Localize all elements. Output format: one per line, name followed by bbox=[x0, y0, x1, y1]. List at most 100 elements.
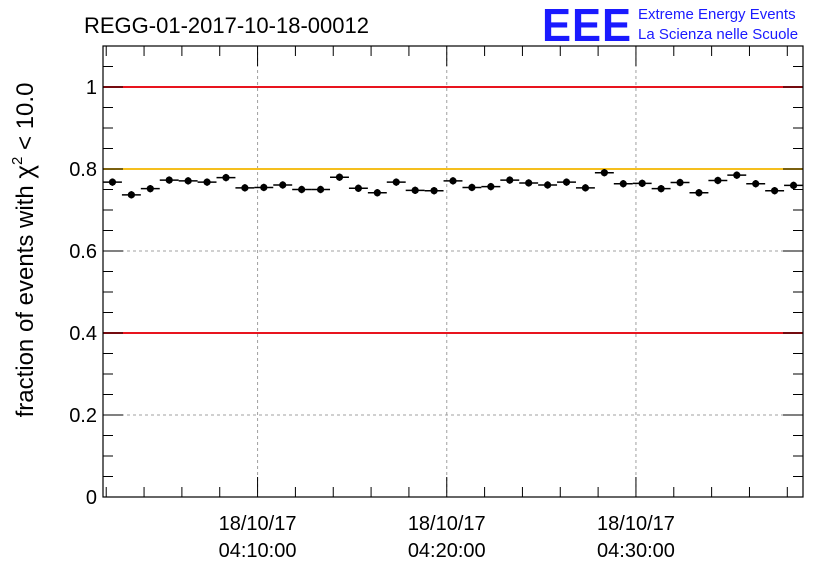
logo-line-1: Extreme Energy Events bbox=[638, 6, 796, 23]
x-tick-label-date: 18/10/17 bbox=[219, 513, 297, 535]
marker bbox=[146, 185, 154, 193]
x-tick-label-time: 04:20:00 bbox=[408, 540, 486, 562]
logo-line-2: La Scienza nelle Scuole bbox=[638, 26, 798, 43]
data-point bbox=[254, 183, 274, 192]
y-tick-label: 0.6 bbox=[69, 241, 97, 263]
marker bbox=[733, 171, 741, 179]
data-point bbox=[784, 181, 803, 190]
data-point bbox=[538, 181, 558, 189]
marker bbox=[127, 191, 135, 199]
data-point bbox=[273, 181, 293, 189]
y-tick-label: 0.8 bbox=[69, 159, 97, 181]
logo-mark: EEE bbox=[542, 0, 632, 51]
data-point bbox=[727, 171, 747, 179]
data-point bbox=[367, 189, 387, 197]
marker bbox=[525, 179, 533, 187]
marker bbox=[373, 189, 381, 197]
marker bbox=[165, 176, 173, 184]
y-tick-label: 0.4 bbox=[69, 323, 97, 345]
data-point bbox=[519, 179, 539, 187]
y-axis-label-sup: 2 bbox=[9, 157, 26, 165]
marker bbox=[657, 185, 665, 193]
data-point bbox=[594, 169, 614, 177]
y-axis-label-prefix: fraction of events with bbox=[12, 179, 39, 418]
marker bbox=[676, 178, 684, 187]
marker bbox=[335, 173, 344, 181]
data-point bbox=[292, 185, 312, 194]
data-point bbox=[575, 184, 595, 192]
marker bbox=[354, 184, 363, 192]
marker bbox=[449, 177, 457, 185]
marker bbox=[279, 181, 287, 189]
marker bbox=[316, 185, 325, 194]
marker bbox=[260, 183, 268, 192]
marker bbox=[543, 181, 552, 189]
data-point bbox=[746, 180, 766, 188]
marker bbox=[695, 189, 703, 197]
data-point bbox=[557, 178, 576, 186]
data-point bbox=[348, 184, 368, 192]
x-tick-label-date: 18/10/17 bbox=[408, 513, 486, 535]
chart-title: REGG-01-2017-10-18-00012 bbox=[84, 13, 369, 38]
marker bbox=[619, 180, 627, 188]
eee-logo: EEE Extreme Energy Events La Scienza nel… bbox=[542, 0, 798, 51]
x-tick-label-date: 18/10/17 bbox=[597, 513, 675, 535]
data-point bbox=[443, 177, 463, 185]
marker bbox=[714, 176, 722, 185]
marker bbox=[771, 187, 779, 195]
y-axis-label-suffix: < 10.0 bbox=[12, 83, 39, 157]
marker bbox=[638, 179, 646, 187]
data-point bbox=[197, 178, 217, 186]
axes: 0 0.2 0.4 0.6 0.8 1 18/10/17 04:10:00 18/10/17 04… bbox=[69, 45, 804, 562]
reference-lines bbox=[103, 86, 803, 334]
plot-frame bbox=[102, 45, 804, 498]
y-tick-label: 0 bbox=[86, 487, 97, 509]
data-point bbox=[708, 176, 728, 185]
data-point bbox=[235, 184, 255, 192]
data-point bbox=[140, 184, 160, 193]
marker bbox=[222, 174, 230, 182]
data-point bbox=[670, 178, 690, 187]
x-tick-label-time: 04:30:00 bbox=[597, 540, 675, 562]
marker bbox=[241, 184, 249, 192]
marker bbox=[752, 180, 760, 188]
marker bbox=[430, 187, 438, 195]
data-point bbox=[216, 173, 236, 182]
data-point bbox=[651, 184, 671, 193]
data-point bbox=[311, 185, 331, 194]
data-point bbox=[500, 176, 520, 184]
y-tick-label: 1 bbox=[86, 77, 97, 99]
marker bbox=[581, 184, 590, 192]
marker bbox=[411, 186, 419, 194]
y-axis-label: fraction of events with χ2 < 10.0 bbox=[9, 83, 39, 418]
data-point bbox=[765, 187, 785, 195]
data-point bbox=[159, 176, 179, 184]
marker bbox=[298, 185, 306, 194]
marker bbox=[600, 169, 608, 177]
marker bbox=[392, 178, 400, 186]
data-point bbox=[178, 177, 198, 185]
data-point bbox=[424, 187, 444, 195]
marker bbox=[108, 178, 117, 186]
data-point bbox=[330, 173, 349, 181]
data-point bbox=[386, 178, 406, 186]
y-tick-label: 0.2 bbox=[69, 405, 97, 427]
y-axis-label-symbol: χ bbox=[9, 165, 39, 179]
marker bbox=[789, 181, 798, 189]
data-point bbox=[613, 180, 633, 188]
data-point bbox=[405, 186, 425, 195]
data-point bbox=[121, 191, 141, 199]
data-point bbox=[481, 182, 501, 191]
marker bbox=[203, 178, 211, 186]
marker bbox=[506, 176, 514, 184]
x-tick-label-time: 04:10:00 bbox=[219, 540, 297, 562]
data-point bbox=[689, 189, 709, 197]
data-point bbox=[462, 183, 482, 192]
grid-layer bbox=[103, 46, 803, 497]
data-point bbox=[103, 178, 122, 186]
data-point bbox=[632, 179, 652, 188]
marker bbox=[184, 177, 192, 185]
marker bbox=[468, 183, 476, 192]
marker bbox=[562, 178, 571, 186]
